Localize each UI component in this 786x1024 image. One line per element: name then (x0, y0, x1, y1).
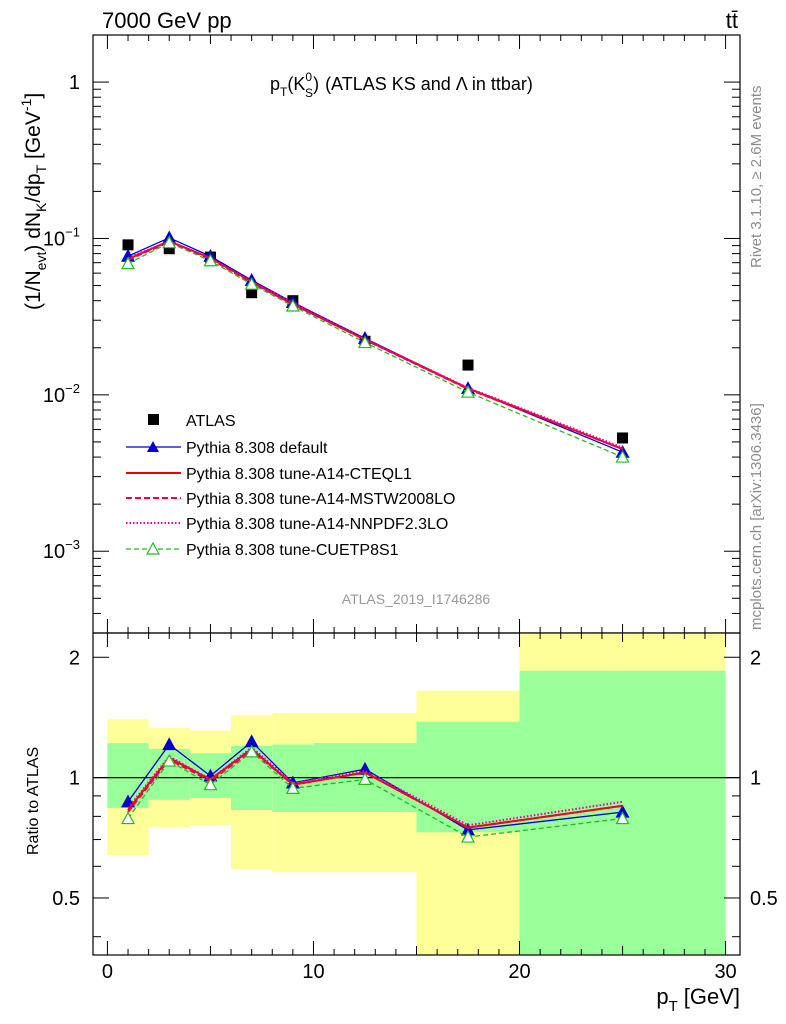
x-axis-label-p: p (656, 984, 668, 1009)
x-axis-label-unit: [GeV] (684, 984, 740, 1009)
legend-entry-mstw: Pythia 8.308 tune-A14-MSTW2008LO (126, 491, 455, 508)
main-point-cuetp8s1 (285, 298, 300, 312)
legend-marker-atlas (148, 414, 159, 425)
legend-entry-cteql1: Pythia 8.308 tune-A14-CTEQL1 (126, 466, 412, 483)
ratio-y-tick-label-left: 2 (69, 647, 80, 669)
main-y-tick-label-exponent: −3 (65, 537, 80, 552)
title-k: (K (287, 74, 305, 94)
main-point-cuetp8s1 (203, 253, 218, 267)
main-plot-panel: 110−110−210−3 pT(K0 S) (ATLAS KS and Λ in … (18, 34, 741, 634)
data-point-atlas (617, 432, 629, 444)
legend: ATLAS Pythia 8.308 default Pythia 8.308 … (126, 413, 455, 559)
legend-entry-atlas: ATLAS (148, 413, 236, 430)
main-y-tick-label: 10−2 (43, 381, 80, 407)
legend-marker-cuetp8s1 (145, 541, 161, 555)
analysis-watermark: ATLAS_2019_I1746286 (342, 591, 491, 607)
legend-label-cuetp8s1: Pythia 8.308 tune-CUETP8S1 (186, 542, 399, 559)
x-tick-label: 30 (714, 961, 736, 983)
main-point-cuetp8s1 (244, 276, 259, 290)
data-point-atlas (462, 359, 474, 371)
main-y-tick-label-base: 10 (43, 541, 65, 563)
main-y-tick-label-base: 10 (43, 385, 65, 407)
legend-label-default: Pythia 8.308 default (186, 440, 328, 457)
title-p: p (270, 74, 280, 94)
x-tick-label: 20 (508, 961, 530, 983)
energy-label: 7000 GeV pp (102, 8, 232, 33)
ratio-y-tick-label-right: 2 (750, 647, 761, 669)
main-point-cuetp8s1 (461, 384, 476, 398)
ratio-band-inner (416, 721, 520, 833)
ratio-point-cuetp8s1 (285, 781, 300, 794)
title-k-sub: S (305, 86, 313, 100)
main-line-cteql1 (127, 240, 623, 451)
main-point-cuetp8s1 (615, 449, 630, 463)
ratio-y-axis-label: Ratio to ATLAS (25, 747, 42, 855)
ratio-line-default (127, 741, 623, 831)
ratio-point-cuetp8s1 (203, 777, 218, 791)
ratio-point-cuetp8s1 (121, 811, 136, 825)
ratio-line-mstw (127, 749, 623, 829)
x-tick-label: 10 (302, 961, 324, 983)
main-title: pT(K0 S) (ATLAS KS and Λ in ttbar) (270, 70, 533, 100)
main-y-tick-label-exponent: −2 (65, 381, 80, 396)
ratio-line-nnpdf (127, 746, 623, 827)
ratio-point-default (162, 737, 177, 751)
process-label: tt̄ (726, 8, 738, 33)
legend-label-atlas: ATLAS (186, 413, 236, 430)
main-y-tick-label: 10−1 (43, 224, 80, 250)
legend-label-cteql1: Pythia 8.308 tune-A14-CTEQL1 (186, 466, 412, 483)
main-point-cuetp8s1 (357, 335, 372, 349)
ratio-point-cuetp8s1 (162, 753, 177, 767)
ratio-point-cuetp8s1 (357, 772, 372, 785)
rivet-label: Rivet 3.1.10, ≥ 2.6M events (748, 86, 765, 269)
legend-label-mstw: Pythia 8.308 tune-A14-MSTW2008LO (186, 491, 455, 508)
x-axis-label: pT [GeV] (656, 984, 740, 1015)
main-point-cuetp8s1 (162, 235, 177, 249)
data-point-atlas (122, 239, 134, 251)
ratio-y-tick-label-right: 1 (750, 768, 761, 790)
ratio-point-cuetp8s1 (615, 811, 630, 825)
title-k-sup: 0 (305, 70, 312, 84)
mcplots-label: mcplots.cern.ch [arXiv:1306.3436] (748, 403, 765, 630)
ratio-y-tick-label-right: 0.5 (750, 888, 778, 910)
legend-entry-nnpdf: Pythia 8.308 tune-A14-NNPDF2.3LO (126, 516, 448, 533)
main-line-cuetp8s1 (127, 242, 623, 458)
title-sub-T: T (280, 85, 288, 99)
ratio-point-cuetp8s1 (461, 829, 476, 843)
main-y-tick-label: 1 (69, 72, 80, 94)
x-tick-label: 0 (102, 961, 113, 983)
x-axis-label-sub: T (669, 998, 678, 1015)
main-y-tick-label-base: 10 (43, 228, 65, 250)
main-y-tick-label: 10−3 (43, 537, 80, 563)
main-y-tick-label-base: 1 (69, 72, 80, 94)
ratio-y-tick-label-left: 1 (69, 768, 80, 790)
data-point-atlas (246, 287, 258, 299)
legend-entry-default: Pythia 8.308 default (126, 440, 328, 457)
main-y-axis-label: (1/Nevt) dNK/dpT [GeV-1] (18, 93, 49, 310)
main-y-tick-label-exponent: −1 (65, 224, 80, 239)
legend-marker-default (147, 441, 159, 452)
legend-entry-cuetp8s1: Pythia 8.308 tune-CUETP8S1 (126, 541, 399, 559)
title-k-close: ) (313, 74, 319, 94)
ratio-y-tick-label-left: 0.5 (52, 888, 80, 910)
ratio-plot-panel: 2 2 1 1 0.5 0.5 0 10 20 30 Ratio to ATLAS pT [GeV] (25, 632, 778, 1015)
legend-label-nnpdf: Pythia 8.308 tune-A14-NNPDF2.3LO (186, 516, 448, 533)
title-rest: (ATLAS KS and Λ in ttbar) (325, 74, 533, 94)
ratio-point-cuetp8s1 (244, 744, 259, 758)
data-point-atlas (163, 243, 175, 255)
main-point-cuetp8s1 (121, 256, 136, 270)
